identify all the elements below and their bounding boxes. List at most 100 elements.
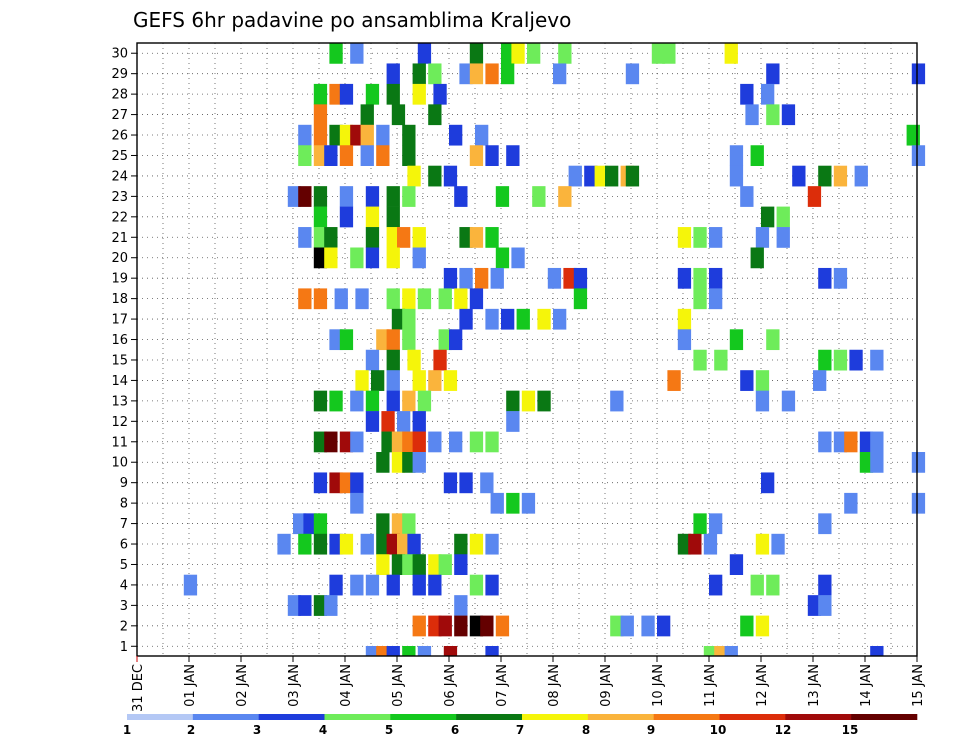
heatmap-cell bbox=[361, 534, 374, 555]
heatmap-cell bbox=[413, 227, 426, 248]
heatmap-cell bbox=[740, 186, 753, 207]
x-tick-label: 10 JAN bbox=[651, 664, 666, 707]
heatmap-cell bbox=[553, 309, 566, 330]
heatmap-cell bbox=[667, 370, 680, 391]
heatmap-cell bbox=[569, 166, 582, 187]
y-axis-ticks: 1234567891011121314151617181920212223242… bbox=[111, 47, 137, 655]
heatmap-cell bbox=[376, 554, 389, 575]
heatmap-cell bbox=[485, 575, 498, 596]
heatmap-cell bbox=[376, 125, 389, 146]
colorbar-label: 1 bbox=[123, 723, 131, 737]
heatmap-cell bbox=[553, 63, 566, 84]
heatmap-cell bbox=[605, 166, 618, 187]
heatmap-cell bbox=[428, 432, 441, 453]
heatmap-cell bbox=[621, 616, 634, 637]
y-tick-label: 20 bbox=[111, 251, 128, 266]
heatmap-cell bbox=[714, 350, 727, 371]
strip-cell bbox=[444, 646, 457, 656]
heatmap-cell bbox=[517, 309, 530, 330]
strip-cell bbox=[485, 646, 498, 656]
heatmap-cell bbox=[844, 493, 857, 514]
heatmap-cell bbox=[444, 370, 457, 391]
heatmap-cell bbox=[537, 391, 550, 412]
heatmap-cell bbox=[329, 391, 342, 412]
heatmap-cell bbox=[662, 43, 675, 64]
heatmap-cell bbox=[574, 288, 587, 309]
colorbar-label: 12 bbox=[775, 723, 792, 737]
heatmap-cell bbox=[459, 268, 472, 289]
heatmap-cell bbox=[574, 268, 587, 289]
heatmap-cell bbox=[818, 595, 831, 616]
x-tick-label: 02 JAN bbox=[235, 664, 250, 707]
colorbar-label: 5 bbox=[385, 723, 393, 737]
heatmap-cell bbox=[470, 575, 483, 596]
heatmap-cell bbox=[366, 84, 379, 105]
heatmap-cell bbox=[912, 63, 925, 84]
heatmap-cell bbox=[704, 534, 717, 555]
heatmap-cell bbox=[298, 595, 311, 616]
heatmap-cell bbox=[678, 268, 691, 289]
heatmap-cell bbox=[407, 350, 420, 371]
heatmap-cell bbox=[444, 268, 457, 289]
heatmap-cell bbox=[470, 534, 483, 555]
colorbar-label: 7 bbox=[516, 723, 524, 737]
heatmap-cell bbox=[771, 534, 784, 555]
colorbar-label: 15 bbox=[842, 723, 859, 737]
heatmap-cell bbox=[870, 432, 883, 453]
heatmap-cell bbox=[855, 166, 868, 187]
heatmap-cell bbox=[444, 472, 457, 493]
heatmap-cell bbox=[693, 268, 706, 289]
heatmap-cell bbox=[818, 166, 831, 187]
colorbar-label: 3 bbox=[253, 723, 261, 737]
heatmap-cell bbox=[298, 145, 311, 166]
heatmap-cell bbox=[314, 207, 327, 228]
heatmap-cell bbox=[428, 104, 441, 125]
y-tick-label: 3 bbox=[120, 599, 128, 614]
heatmap-cell bbox=[834, 268, 847, 289]
heatmap-cell bbox=[387, 84, 400, 105]
heatmap-cell bbox=[397, 411, 410, 432]
heatmap-cell bbox=[371, 370, 384, 391]
heatmap-cell bbox=[766, 329, 779, 350]
y-tick-label: 19 bbox=[111, 272, 128, 287]
colorbar-segment bbox=[720, 714, 786, 720]
x-tick-label: 07 JAN bbox=[495, 664, 510, 707]
colorbar-label: 2 bbox=[187, 723, 195, 737]
heatmap-cell bbox=[340, 329, 353, 350]
heatmap-cell bbox=[428, 575, 441, 596]
y-tick-label: 7 bbox=[120, 517, 128, 532]
heatmap-cell bbox=[511, 43, 524, 64]
heatmap-cell bbox=[413, 248, 426, 269]
heatmap-cell bbox=[350, 432, 363, 453]
heatmap-cell bbox=[522, 391, 535, 412]
heatmap-cell bbox=[725, 43, 738, 64]
heatmap-cell bbox=[387, 207, 400, 228]
heatmap-cell bbox=[366, 248, 379, 269]
heatmap-cell bbox=[298, 534, 311, 555]
heatmap-cell bbox=[558, 43, 571, 64]
x-tick-label: 05 JAN bbox=[391, 664, 406, 707]
colorbar-segment bbox=[522, 714, 588, 720]
heatmap-cell bbox=[350, 575, 363, 596]
colorbar-segment bbox=[390, 714, 456, 720]
heatmap-cell bbox=[350, 472, 363, 493]
strip-cell bbox=[725, 646, 738, 656]
heatmap-cell bbox=[184, 575, 197, 596]
heatmap-cell bbox=[761, 472, 774, 493]
heatmap-cell bbox=[298, 288, 311, 309]
y-tick-label: 4 bbox=[120, 578, 128, 593]
y-tick-label: 26 bbox=[111, 129, 128, 144]
x-tick-label: 03 JAN bbox=[287, 664, 302, 707]
y-tick-label: 14 bbox=[111, 374, 128, 389]
y-tick-label: 24 bbox=[111, 169, 128, 184]
heatmap-cell bbox=[340, 534, 353, 555]
heatmap-cell bbox=[693, 513, 706, 534]
heatmap-cell bbox=[730, 166, 743, 187]
heatmap-cell bbox=[912, 145, 925, 166]
heatmap-cell bbox=[366, 411, 379, 432]
heatmap-cell bbox=[407, 166, 420, 187]
heatmap-cell bbox=[376, 452, 389, 473]
heatmap-cell bbox=[470, 227, 483, 248]
colorbar-segment bbox=[785, 714, 851, 720]
heatmap-cell bbox=[402, 309, 415, 330]
